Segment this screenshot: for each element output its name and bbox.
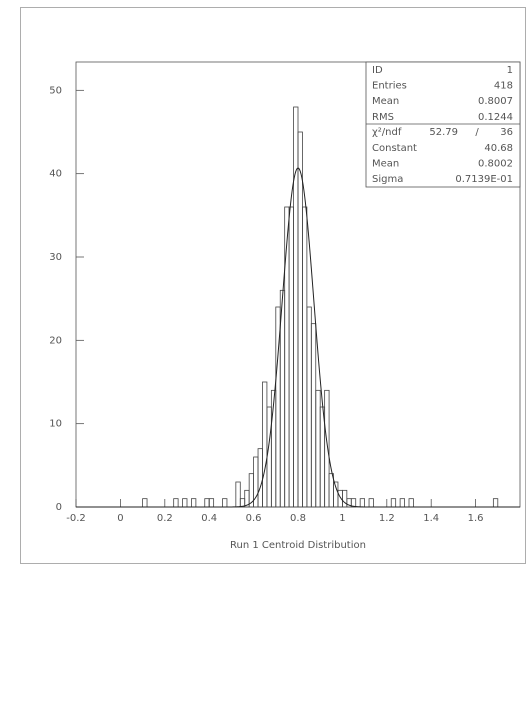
x-tick-label: -0.2 bbox=[66, 513, 86, 524]
bar bbox=[492, 498, 499, 508]
fit-value: 0.7139E-01 bbox=[455, 174, 513, 185]
x-tick-label: 1.6 bbox=[468, 513, 484, 524]
bar bbox=[368, 498, 374, 508]
bar bbox=[350, 498, 357, 508]
x-tick-label: 0.8 bbox=[290, 513, 306, 524]
chi2-value: 52.79 bbox=[429, 127, 458, 138]
x-tick-label: 0 bbox=[117, 513, 123, 524]
x-tick-label: 1 bbox=[339, 513, 345, 524]
stats-label: Entries bbox=[372, 81, 407, 92]
bar bbox=[390, 498, 397, 508]
stats-label: RMS bbox=[372, 112, 394, 123]
bar bbox=[297, 131, 303, 508]
x-tick-label: 0.4 bbox=[201, 513, 217, 524]
stats-value: 0.1244 bbox=[478, 112, 513, 123]
bar bbox=[284, 206, 290, 508]
bar bbox=[173, 498, 179, 508]
bar bbox=[204, 498, 210, 508]
bar bbox=[315, 389, 321, 508]
bar bbox=[235, 481, 241, 508]
x-tick-label: 1.2 bbox=[379, 513, 395, 524]
y-tick-label: 50 bbox=[49, 85, 62, 96]
bar bbox=[399, 498, 405, 508]
fit-label: Constant bbox=[372, 143, 417, 154]
x-axis-label: Run 1 Centroid Distribution bbox=[230, 540, 366, 551]
y-tick-label: 30 bbox=[49, 252, 62, 263]
bar bbox=[302, 206, 308, 508]
stats-value: 418 bbox=[494, 81, 513, 92]
y-tick-label: 20 bbox=[49, 335, 62, 346]
bar bbox=[257, 448, 263, 508]
fit-value: 0.8002 bbox=[478, 159, 513, 170]
bar bbox=[293, 106, 299, 508]
fit-value: 40.68 bbox=[484, 143, 513, 154]
ndf-value: 36 bbox=[500, 127, 513, 138]
bar bbox=[142, 498, 148, 508]
bar bbox=[408, 498, 414, 508]
stats-label: Mean bbox=[372, 96, 399, 107]
fit-label: Sigma bbox=[372, 174, 403, 185]
y-tick-label: 10 bbox=[49, 419, 62, 430]
bar bbox=[288, 206, 294, 508]
bar bbox=[306, 306, 312, 508]
bar bbox=[359, 498, 366, 508]
x-tick-label: 1.4 bbox=[423, 513, 439, 524]
x-tick-label: 0.2 bbox=[157, 513, 173, 524]
bar bbox=[182, 498, 188, 508]
stats-value: 0.8007 bbox=[478, 96, 513, 107]
y-tick-label: 0 bbox=[56, 502, 62, 513]
chi2-separator: / bbox=[475, 127, 479, 138]
bar bbox=[341, 489, 348, 508]
bar bbox=[208, 498, 215, 508]
bar bbox=[310, 323, 317, 508]
chi2-label: χ²/ndf bbox=[372, 127, 402, 138]
bar bbox=[266, 406, 272, 508]
y-tick-label: 40 bbox=[49, 169, 62, 180]
bar bbox=[262, 381, 268, 508]
stats-box bbox=[365, 61, 521, 188]
fit-curve bbox=[76, 167, 520, 508]
bar bbox=[222, 498, 228, 508]
stats-label: ID bbox=[372, 65, 383, 76]
bar bbox=[324, 389, 330, 508]
x-tick-label: 0.6 bbox=[246, 513, 262, 524]
bar bbox=[191, 498, 197, 508]
fit-label: Mean bbox=[372, 159, 399, 170]
stats-value: 1 bbox=[507, 65, 513, 76]
